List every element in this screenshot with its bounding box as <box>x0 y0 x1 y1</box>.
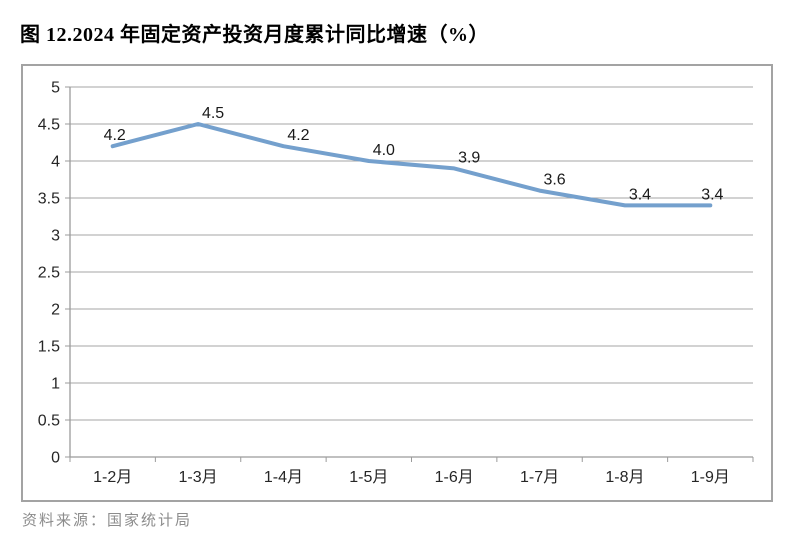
svg-text:5: 5 <box>51 80 60 97</box>
svg-text:4.0: 4.0 <box>373 142 395 159</box>
y-axis-ticks <box>65 86 70 458</box>
svg-text:3.5: 3.5 <box>38 191 60 208</box>
svg-text:1: 1 <box>51 376 60 393</box>
svg-text:0.5: 0.5 <box>38 413 60 430</box>
series-line <box>110 122 713 208</box>
data-series <box>110 122 713 208</box>
x-axis-tick-labels: 1-2月 1-3月 1-4月 1-5月 1-6月 1-7月 1-8月 1-9月 <box>93 469 730 486</box>
svg-text:3.4: 3.4 <box>629 186 651 203</box>
y-axis-tick-labels: 0 0.5 1 1.5 2 2.5 3 3.5 4 4.5 5 <box>38 80 60 467</box>
line-chart: 0 0.5 1 1.5 2 2.5 3 3.5 4 4.5 5 1-2月 1-3月 1-4月 1-5月 1-6… <box>38 80 754 486</box>
svg-text:3.4: 3.4 <box>701 186 723 203</box>
data-labels: 4.2 4.5 4.2 4.0 3.9 3.6 3.4 3.4 <box>104 105 724 203</box>
svg-text:1-4月: 1-4月 <box>264 469 303 486</box>
svg-text:1-3月: 1-3月 <box>178 469 217 486</box>
svg-text:1-8月: 1-8月 <box>605 469 644 486</box>
svg-text:1-2月: 1-2月 <box>93 469 132 486</box>
figure-title: 图 12.2024 年固定资产投资月度累计同比增速（%） <box>20 24 489 46</box>
gridlines <box>70 86 753 458</box>
svg-text:3.6: 3.6 <box>543 172 565 189</box>
svg-text:4.5: 4.5 <box>38 117 60 134</box>
svg-text:1-7月: 1-7月 <box>520 469 559 486</box>
svg-text:1.5: 1.5 <box>38 339 60 356</box>
svg-text:1-6月: 1-6月 <box>435 469 474 486</box>
svg-text:4.2: 4.2 <box>104 127 126 144</box>
svg-text:2.5: 2.5 <box>38 265 60 282</box>
svg-text:0: 0 <box>51 450 60 467</box>
svg-text:4: 4 <box>51 154 60 171</box>
svg-text:3: 3 <box>51 228 60 245</box>
svg-text:1-5月: 1-5月 <box>349 469 388 486</box>
source-note: 资料来源：国家统计局 <box>22 513 193 529</box>
svg-text:4.5: 4.5 <box>202 105 224 122</box>
x-axis-ticks <box>69 457 754 462</box>
svg-text:2: 2 <box>51 302 60 319</box>
svg-text:3.9: 3.9 <box>458 149 480 166</box>
chart-frame: 0 0.5 1 1.5 2 2.5 3 3.5 4 4.5 5 1-2月 1-3月 1-4月 1-5月 1-6… <box>21 64 773 502</box>
svg-text:4.2: 4.2 <box>287 127 309 144</box>
svg-text:1-9月: 1-9月 <box>691 469 730 486</box>
